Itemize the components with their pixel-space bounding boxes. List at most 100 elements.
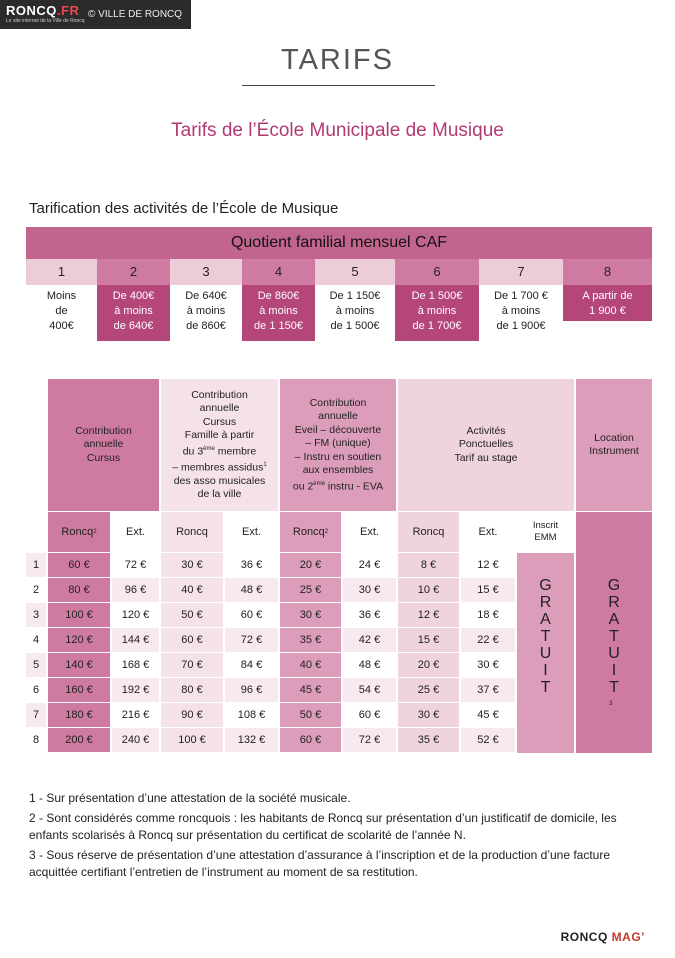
tariff-cell: 192 € (112, 678, 159, 702)
bracket-range: De 1 500€ à moins de 1 700€ (395, 285, 479, 341)
image-credit: © VILLE DE RONCQ (88, 9, 183, 20)
header-location-instrument: Location Instrument (576, 379, 652, 511)
tariff-cell: 25 € (398, 678, 459, 702)
tariff-cell: 40 € (161, 578, 223, 602)
subheader-roncq: Roncq (398, 512, 459, 552)
row-number: 5 (26, 653, 46, 677)
page-title: TARIFS (281, 44, 394, 76)
subheader-roncq: Roncq 2 (280, 512, 341, 552)
tariff-cell: 96 € (225, 678, 278, 702)
tariff-cell: 30 € (343, 578, 396, 602)
row-number: 7 (26, 703, 46, 727)
quotient-range-row: Moins de 400€ De 400€ à moins de 640€ De 640… (26, 285, 652, 345)
tariff-cell: 120 € (48, 628, 110, 652)
bracket-range: De 400€ à moins de 640€ (97, 285, 170, 341)
tariff-cell: 60 € (161, 628, 223, 652)
bracket-range: Moins de 400€ (46, 290, 77, 332)
tariff-cell: 54 € (343, 678, 396, 702)
tariff-cell: 60 € (343, 703, 396, 727)
tariff-cell: 100 € (48, 603, 110, 627)
row-number: 3 (26, 603, 46, 627)
tariff-cell: 216 € (112, 703, 159, 727)
tariff-cell: 40 € (280, 653, 341, 677)
bracket-range: De 1 150€ à moins de 1 500€ (329, 290, 381, 332)
tariff-cell: 60 € (280, 728, 341, 752)
row-number: 6 (26, 678, 46, 702)
subheader-ext: Ext. (126, 526, 145, 538)
roncq-mag-logo: RONCQ MAG’ (560, 930, 645, 944)
tariff-cell: 30 € (398, 703, 459, 727)
tariff-cell: 96 € (112, 578, 159, 602)
bracket-number: 5 (315, 259, 395, 285)
tariff-cell: 45 € (280, 678, 341, 702)
row-number: 1 (26, 553, 46, 577)
tariff-cell: 35 € (398, 728, 459, 752)
tariff-cell: 20 € (398, 653, 459, 677)
footnote: 3 - Sous réserve de présentation d’une a… (29, 847, 611, 880)
row-number: 8 (26, 728, 46, 752)
tariff-cell: 60 € (48, 553, 110, 577)
tariff-cell: 84 € (225, 653, 278, 677)
quotient-table: Quotient familial mensuel CAF 1 2 3 4 5 … (26, 227, 652, 345)
header-contribution-famille: Contribution annuelle Cursus Famille à part… (161, 379, 278, 511)
tariff-cell: 90 € (161, 703, 223, 727)
bracket-number: 4 (242, 259, 315, 285)
site-logo[interactable]: RONCQ.FR (6, 3, 79, 18)
title-divider (242, 85, 435, 86)
footnote: 2 - Sont considérés comme roncquois : le… (29, 810, 617, 843)
tariff-cell: 30 € (161, 553, 223, 577)
quotient-number-row: 1 2 3 4 5 6 7 8 (26, 259, 652, 285)
bracket-number: 3 (170, 259, 242, 285)
tariff-cell: 160 € (48, 678, 110, 702)
subheader-inscrit-emm: Inscrit EMM (532, 520, 559, 543)
tariff-cell: 120 € (112, 603, 159, 627)
header-contribution-eveil: Contribution annuelle Eveil – découverte – … (280, 379, 396, 511)
tariff-cell: 140 € (48, 653, 110, 677)
row-number: 2 (26, 578, 46, 602)
gratuit-column-emm (517, 553, 574, 753)
tariff-cell: 25 € (280, 578, 341, 602)
row-number: 4 (26, 628, 46, 652)
tariff-cell: 15 € (461, 578, 515, 602)
tariff-cell: 72 € (112, 553, 159, 577)
tariff-cell: 108 € (225, 703, 278, 727)
tariff-cell: 10 € (398, 578, 459, 602)
tariff-cell: 180 € (48, 703, 110, 727)
tariff-cell: 20 € (280, 553, 341, 577)
tariff-cell: 168 € (112, 653, 159, 677)
tariff-cell: 144 € (112, 628, 159, 652)
gratuit-column-location (576, 512, 652, 753)
subheader-ext: Ext. (478, 526, 498, 538)
tariff-cell: 72 € (225, 628, 278, 652)
bracket-number: 8 (563, 259, 652, 285)
quotient-title: Quotient familial mensuel CAF (26, 227, 652, 259)
header-activites-ponctuelles: Activités Ponctuelles Tarif au stage (398, 379, 574, 511)
tariff-cell: 15 € (398, 628, 459, 652)
tariff-cell: 60 € (225, 603, 278, 627)
bracket-number: 2 (97, 259, 170, 285)
tariff-cell: 50 € (161, 603, 223, 627)
tariff-cell: 30 € (461, 653, 515, 677)
tariff-cell: 18 € (461, 603, 515, 627)
tariff-cell: 42 € (343, 628, 396, 652)
tariff-cell: 100 € (161, 728, 223, 752)
tariff-cell: 36 € (225, 553, 278, 577)
tariff-cell: 48 € (225, 578, 278, 602)
tariff-cell: 22 € (461, 628, 515, 652)
tariff-cell: 12 € (398, 603, 459, 627)
tariff-cell: 132 € (225, 728, 278, 752)
logo-tagline: Le site internet de la Ville de Roncq (6, 18, 85, 24)
bracket-number: 7 (479, 259, 563, 285)
footnote: 1 - Sur présentation d’une attestation d… (29, 791, 351, 805)
tariff-cell: 52 € (461, 728, 515, 752)
tariff-cell: 24 € (343, 553, 396, 577)
tariff-cell: 36 € (343, 603, 396, 627)
tariff-cell: 50 € (280, 703, 341, 727)
logo-accent: .FR (56, 3, 80, 18)
site-header-bar: RONCQ.FR Le site internet de la Ville de… (0, 0, 191, 29)
section-label: Tarification des activités de l’École de… (29, 200, 339, 217)
tariff-cell: 200 € (48, 728, 110, 752)
tariff-cell: 80 € (48, 578, 110, 602)
